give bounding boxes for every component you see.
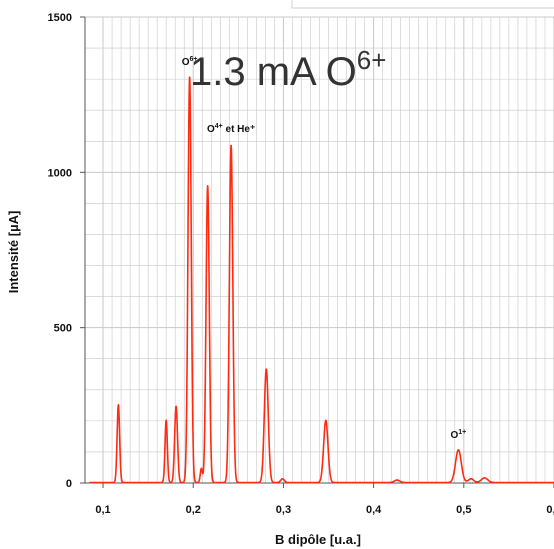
x-axis-title: B dipôle [u.a.] bbox=[275, 532, 361, 547]
y-tick-label: 0 bbox=[66, 478, 72, 490]
x-tick-label: 0,1 bbox=[95, 504, 110, 516]
peak-annotation-charge: 1+ bbox=[458, 429, 466, 436]
series-layer bbox=[88, 76, 554, 484]
peak-annotation-ion: O bbox=[207, 124, 215, 135]
peak-point bbox=[457, 449, 460, 451]
peak-point bbox=[396, 479, 398, 481]
peak-point bbox=[281, 478, 284, 480]
y-tick-label: 1000 bbox=[48, 167, 72, 179]
peak-annotation-suffix: et He⁺ bbox=[223, 124, 256, 135]
peak-annotation-ion: O bbox=[182, 57, 190, 68]
chart-title-superscript: 6+ bbox=[357, 45, 387, 75]
x-tick-label: 0,3 bbox=[276, 504, 291, 516]
peak-point bbox=[325, 419, 327, 422]
chart-title: 1.3 mA O6+ bbox=[190, 45, 386, 94]
y-tick-label: 500 bbox=[54, 323, 72, 335]
y-tick-label: 1500 bbox=[48, 12, 72, 24]
peak-annotation: O1+ bbox=[451, 429, 467, 441]
x-tick-labels: 0,1 0,2 0,3 0,4 0,5 0,6 bbox=[95, 483, 554, 516]
series-line bbox=[88, 76, 554, 484]
peak-annotation-charge: 4+ bbox=[215, 123, 223, 130]
peak-point bbox=[165, 419, 167, 422]
peak-annotation: O6+ bbox=[182, 56, 198, 68]
peak-point bbox=[230, 144, 232, 147]
axes bbox=[84, 17, 554, 484]
legend-box-fragment bbox=[291, 0, 554, 9]
y-tick-labels: 0 500 1000 1500 bbox=[48, 12, 85, 490]
peak-point bbox=[175, 405, 177, 408]
peak-annotation-charge: 6+ bbox=[190, 56, 198, 63]
peak-point bbox=[470, 478, 472, 480]
chart-title-main: 1.3 mA O bbox=[190, 50, 357, 94]
peak-annotation-ion: O bbox=[451, 430, 459, 441]
annotations: O6+O4+ et He⁺O1+ bbox=[182, 56, 467, 441]
x-tick-label: 0,4 bbox=[366, 504, 382, 516]
y-axis-title: Intensité [µA] bbox=[6, 211, 21, 294]
x-tick-label: 0,5 bbox=[456, 504, 471, 516]
peak-point bbox=[265, 368, 268, 370]
peak-point bbox=[117, 404, 120, 406]
x-tick-label: 0,2 bbox=[186, 504, 201, 516]
peak-annotation: O4+ et He⁺ bbox=[207, 123, 255, 135]
peak-point bbox=[200, 467, 203, 470]
peak-point bbox=[206, 185, 209, 187]
x-tick-label: 0,6 bbox=[546, 504, 554, 516]
peak-point bbox=[483, 477, 486, 479]
peak-point bbox=[188, 76, 191, 78]
